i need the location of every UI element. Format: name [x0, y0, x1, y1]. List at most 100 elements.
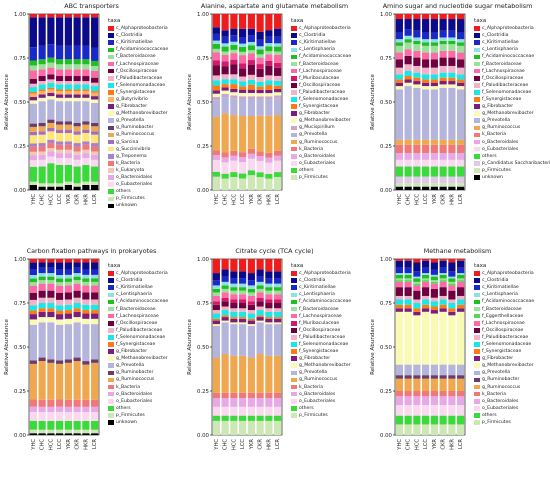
bar-segment — [395, 280, 403, 282]
bar-segment — [395, 74, 403, 80]
bar-segment — [230, 271, 238, 279]
legend-swatch — [291, 398, 297, 404]
legend-item: f_Bacteroidaceae — [291, 305, 369, 312]
legend-item: f_Oscillospiraceae — [474, 75, 550, 82]
bar-segment — [404, 42, 412, 50]
chart-panel: Carbon fixation pathways in prokaryotes 0… — [0, 245, 183, 490]
bar-segment — [29, 17, 37, 48]
bar-segment — [38, 69, 46, 77]
bar-segment — [422, 311, 430, 365]
legend-label: c_Alphaproteobacteria — [116, 26, 168, 32]
bar-segment — [73, 134, 81, 144]
bar-segment — [448, 87, 456, 140]
x-tick-label: HCC — [48, 194, 54, 206]
bar-segment — [395, 311, 403, 365]
bar-segment — [256, 259, 264, 270]
legend-swatch — [108, 26, 114, 31]
bar-segment — [265, 54, 273, 61]
y-tick-label: 1.00 — [197, 257, 210, 263]
bar-segment — [457, 67, 465, 75]
bar-segment — [64, 324, 72, 360]
legend-title: taxa — [108, 263, 121, 269]
bar-segment — [56, 269, 64, 275]
bar-segment — [457, 280, 465, 282]
bar-segment — [221, 74, 229, 80]
legend-swatch — [291, 328, 297, 333]
bar-segment — [430, 281, 438, 284]
bar-segment — [448, 311, 456, 316]
bar-segment — [274, 155, 282, 161]
legend-swatch — [291, 26, 297, 31]
legend-item: g_Fibrobacter — [108, 103, 186, 110]
bar-segment — [247, 304, 255, 311]
bar-segment — [38, 308, 46, 312]
bar-segment — [274, 278, 282, 284]
legend-item: p_Firmicutes — [474, 419, 550, 426]
bar-segment — [38, 76, 46, 82]
bar-segment — [82, 184, 90, 190]
legend-label: g_Ruminococcus — [116, 132, 155, 138]
legend-swatch — [474, 61, 480, 67]
legend-item: c_Lentisphaeria — [108, 291, 186, 298]
bar-segment — [448, 139, 456, 145]
bar-segment — [256, 93, 264, 97]
bar-segment — [239, 162, 247, 174]
bar-segment — [247, 79, 255, 85]
bar-segment — [274, 398, 282, 407]
bar-segment — [239, 392, 247, 399]
bar-segment — [64, 84, 72, 90]
legend-item: c_Alphaproteobacteria — [474, 25, 550, 32]
bar-segment — [404, 49, 412, 56]
legend-swatch — [291, 175, 297, 180]
bar-segment — [265, 299, 273, 303]
bar-segment — [38, 420, 46, 430]
x-tick-label: LCC — [423, 439, 429, 450]
legend-item: g_Ruminococcus — [108, 131, 186, 138]
legend-swatch — [108, 118, 114, 124]
legend-label: c_Lentisphaeria — [482, 292, 518, 298]
bar-segment — [239, 14, 247, 29]
legend-label: f_Oscillospiraceae — [116, 68, 158, 74]
bar-segment — [247, 420, 255, 435]
legend-label: f_Paludibacteraceae — [299, 334, 346, 340]
bar-segment — [265, 75, 273, 81]
bar-segment — [56, 262, 64, 270]
legend-swatch — [108, 320, 114, 326]
bar-segment — [430, 424, 438, 435]
legend-swatch — [291, 363, 297, 369]
bar-segment — [457, 415, 465, 425]
legend-label: c_Clostridia — [299, 278, 326, 284]
legend-swatch — [474, 125, 480, 131]
bar-segment — [413, 166, 421, 177]
bar-segment — [239, 157, 247, 163]
bar-segment — [56, 310, 64, 315]
bar-segment — [82, 59, 90, 65]
legend-item: c_Lentisphaeria — [474, 291, 550, 298]
bar-segment — [448, 299, 456, 303]
bar-segment — [56, 121, 64, 125]
bar-segment — [230, 308, 238, 312]
bar-segment — [212, 93, 220, 98]
bar-segment — [256, 306, 264, 311]
legend-swatch — [108, 75, 114, 81]
bar-segment — [448, 44, 456, 51]
bar-segment — [422, 259, 430, 261]
bar-segment — [221, 310, 229, 316]
bar-segment — [56, 278, 64, 283]
legend-label: f_Lachnospiraceae — [116, 61, 159, 67]
legend-label: g_Mucispirillum — [299, 125, 335, 131]
bar-segment — [239, 311, 247, 318]
bar-segment — [430, 19, 438, 33]
bar-segment — [47, 283, 55, 291]
bar-segment — [239, 28, 247, 38]
bar-segment — [230, 398, 238, 407]
bar-segment — [38, 101, 46, 123]
bar-segment — [29, 146, 37, 152]
legend-swatch — [474, 111, 480, 116]
bar-segment — [265, 178, 273, 190]
bar-segment — [404, 70, 412, 77]
legend-item: f_Bacteroidaceae — [474, 60, 550, 67]
bar-segment — [239, 92, 247, 97]
bar-segment — [430, 280, 438, 282]
legend-swatch — [291, 299, 297, 305]
